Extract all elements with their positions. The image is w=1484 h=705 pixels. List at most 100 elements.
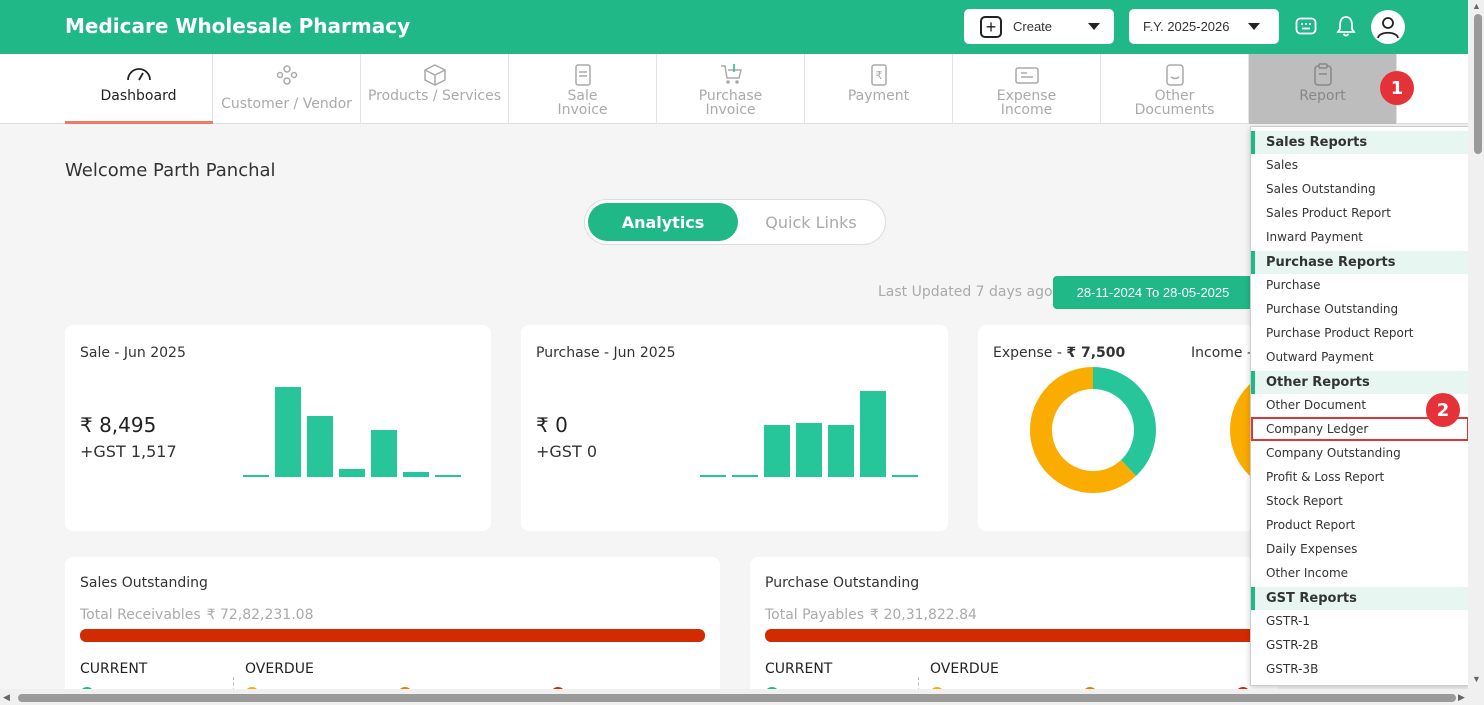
- card-title: Purchase Outstanding: [765, 575, 920, 591]
- sale-bar-chart: [243, 385, 461, 477]
- scroll-up-icon[interactable]: ▲: [1472, 1, 1481, 11]
- keyboard-icon[interactable]: [1295, 14, 1317, 43]
- menu-item-gstr-2b[interactable]: GSTR-2B: [1266, 638, 1319, 652]
- menu-item-inward-payment[interactable]: Inward Payment: [1266, 230, 1364, 244]
- invoice-icon: [574, 64, 591, 86]
- clipboard-icon: [1313, 63, 1332, 86]
- receivables-label: Total Receivables: [80, 607, 201, 623]
- menu-item-profit-loss-report[interactable]: Profit & Loss Report: [1266, 470, 1385, 484]
- chart-bar[interactable]: [371, 430, 397, 477]
- menu-item-other-document[interactable]: Other Document: [1266, 398, 1367, 412]
- quick-links-toggle-button[interactable]: Quick Links: [765, 212, 857, 232]
- menu-item-purchase-product-report[interactable]: Purchase Product Report: [1266, 326, 1414, 340]
- payables-value: ₹ 20,31,822.84: [870, 607, 977, 623]
- step-1-badge: 1: [1380, 71, 1414, 105]
- overdue-label: OVERDUE: [930, 661, 999, 677]
- menu-item-purchase-outstanding[interactable]: Purchase Outstanding: [1266, 302, 1399, 316]
- current-label: CURRENT: [765, 661, 833, 677]
- chart-bar[interactable]: [700, 475, 726, 477]
- payables-bar: [765, 629, 1278, 642]
- chart-bar[interactable]: [307, 416, 333, 477]
- date-range-button[interactable]: 28-11-2024 To 28-05-2025: [1053, 276, 1253, 309]
- menu-item-purchase[interactable]: Purchase: [1266, 278, 1321, 292]
- other-reports-header: Other Reports: [1251, 371, 1469, 394]
- tab-label: Sale Invoice: [557, 88, 608, 118]
- tab-products-services[interactable]: Products / Services: [361, 54, 509, 124]
- vertical-scroll-thumb[interactable]: [1474, 14, 1482, 154]
- active-tab-underline: [65, 121, 213, 124]
- chart-bar[interactable]: [339, 469, 365, 477]
- chart-bar[interactable]: [828, 425, 854, 477]
- purchase-bar-chart: [700, 385, 918, 477]
- expense-donut-chart: [1030, 367, 1156, 493]
- horizontal-scroll-thumb[interactable]: [18, 694, 1456, 702]
- menu-item-daily-expenses[interactable]: Daily Expenses: [1266, 542, 1358, 556]
- menu-item-outward-payment[interactable]: Outward Payment: [1266, 350, 1374, 364]
- expense-income-card: Expense - ₹ 7,500 Income -: [978, 325, 1278, 531]
- chevron-down-icon: [1248, 23, 1260, 30]
- tab-label: Expense Income: [996, 88, 1057, 118]
- income-donut-chart: [1230, 368, 1278, 492]
- chart-bar[interactable]: [403, 472, 429, 477]
- total-payables: Total Payables ₹ 20,31,822.84: [765, 607, 977, 623]
- tab-payment[interactable]: ₹ Payment: [805, 54, 953, 124]
- menu-item-sales[interactable]: Sales: [1266, 158, 1298, 172]
- purchase-card: Purchase - Jun 2025 ₹ 0 +GST 0: [521, 325, 948, 531]
- card-title: Purchase - Jun 2025: [536, 345, 676, 361]
- financial-year-select[interactable]: F.Y. 2025-2026: [1129, 9, 1279, 44]
- top-bar: Medicare Wholesale Pharmacy + Create F.Y…: [0, 0, 1468, 54]
- chart-bar[interactable]: [275, 387, 301, 477]
- analytics-toggle-button[interactable]: Analytics: [588, 203, 738, 241]
- chart-bar[interactable]: [243, 475, 269, 477]
- chart-bar[interactable]: [860, 391, 886, 477]
- menu-item-other-income[interactable]: Other Income: [1266, 566, 1349, 580]
- tab-label: Products / Services: [367, 88, 502, 104]
- rupee-doc-icon: ₹: [870, 64, 887, 86]
- scroll-right-icon[interactable]: ▶: [1458, 692, 1465, 702]
- purchase-outstanding-card: Purchase Outstanding Total Payables ₹ 20,…: [750, 557, 1278, 697]
- tab-expense-income[interactable]: Expense Income: [953, 54, 1101, 124]
- total-receivables: Total Receivables ₹ 72,82,231.08: [80, 607, 313, 623]
- last-updated-text: Last Updated 7 days ago: [878, 284, 1053, 300]
- welcome-message: Welcome Parth Panchal: [65, 160, 276, 181]
- expense-value: ₹ 7,500: [1066, 345, 1126, 361]
- chart-bar[interactable]: [732, 475, 758, 477]
- menu-item-stock-report[interactable]: Stock Report: [1266, 494, 1343, 508]
- sale-card: Sale - Jun 2025 ₹ 8,495 +GST 1,517: [65, 325, 491, 531]
- menu-item-gstr-1[interactable]: GSTR-1: [1266, 614, 1311, 628]
- user-avatar[interactable]: [1371, 10, 1405, 44]
- tab-customer-vendor[interactable]: Customer / Vendor: [213, 54, 361, 124]
- divider: [233, 677, 234, 697]
- tab-sale-invoice[interactable]: Sale Invoice: [509, 54, 657, 124]
- overdue-label: OVERDUE: [245, 661, 314, 677]
- scroll-down-icon[interactable]: ▼: [1472, 674, 1481, 684]
- expense-title: Expense - ₹ 7,500: [993, 345, 1125, 361]
- tab-other-documents[interactable]: Other Documents: [1101, 54, 1249, 124]
- tab-label: Dashboard: [100, 88, 177, 104]
- tab-dashboard[interactable]: Dashboard: [65, 54, 213, 124]
- chart-bar[interactable]: [892, 475, 918, 477]
- step-2-badge: 2: [1426, 393, 1460, 427]
- purchase-reports-header: Purchase Reports: [1251, 251, 1469, 274]
- menu-item-company-outstanding[interactable]: Company Outstanding: [1266, 446, 1401, 460]
- chart-bar[interactable]: [435, 475, 461, 477]
- purchase-amount: ₹ 0: [536, 413, 568, 437]
- tab-label: Customer / Vendor: [221, 96, 352, 112]
- view-toggle: Analytics Quick Links: [584, 199, 886, 245]
- chart-bar[interactable]: [796, 423, 822, 477]
- tab-purchase-invoice[interactable]: Purchase Invoice: [657, 54, 805, 124]
- menu-item-product-report[interactable]: Product Report: [1266, 518, 1356, 532]
- menu-item-sales-product-report[interactable]: Sales Product Report: [1266, 206, 1391, 220]
- donut-slice[interactable]: [1030, 367, 1156, 493]
- create-button[interactable]: + Create: [964, 9, 1114, 44]
- tab-report[interactable]: Report: [1249, 54, 1397, 124]
- document-icon: [1165, 64, 1184, 86]
- vertical-scrollbar[interactable]: [1468, 0, 1484, 705]
- menu-item-gstr-3b[interactable]: GSTR-3B: [1266, 662, 1319, 676]
- chart-bar[interactable]: [764, 425, 790, 477]
- menu-item-sales-outstanding[interactable]: Sales Outstanding: [1266, 182, 1376, 196]
- bell-icon[interactable]: [1335, 14, 1357, 43]
- scroll-left-icon[interactable]: ◀: [3, 692, 10, 702]
- brand-title: Medicare Wholesale Pharmacy: [65, 14, 411, 38]
- income-label: Income -: [1191, 345, 1253, 361]
